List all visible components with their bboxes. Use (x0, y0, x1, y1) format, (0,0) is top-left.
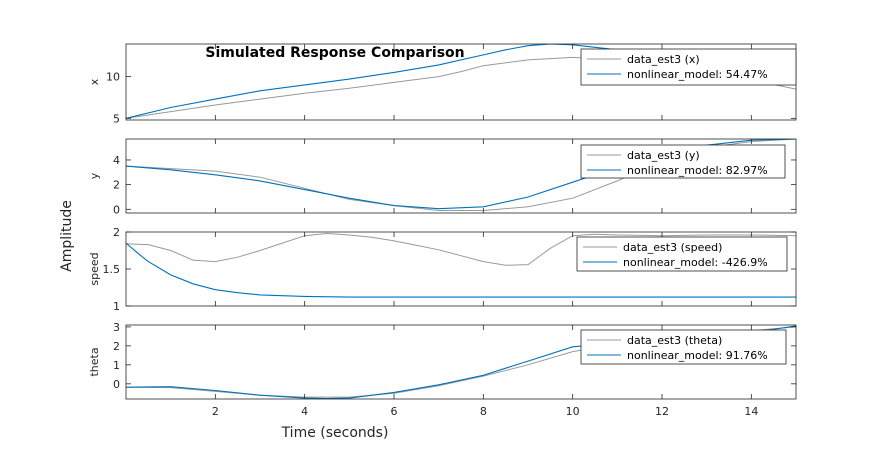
x-tick-label: 4 (301, 405, 308, 418)
model-line-speed (126, 242, 796, 298)
subplot-speed: 1 1.5 2 speed data_est3 (speed) nonlinear_mod… (88, 226, 797, 313)
y-tick-label: 4 (113, 154, 120, 167)
subplot-ylabel-speed: speed (88, 252, 101, 285)
subplot-ylabel-x: x (88, 78, 101, 85)
legend-speed: data_est3 (speed) nonlinear_model: -426.9… (576, 236, 788, 272)
y-tick-label: 3 (113, 321, 120, 334)
y-tick-label: 2 (113, 179, 120, 192)
x-tick-label: 6 (391, 405, 398, 418)
subplot-y: 0 2 4 y data_est3 (y) nonlinear_model: 82.97% (88, 138, 797, 216)
y-tick-label: 10 (106, 71, 120, 84)
y-tick-label: 1 (113, 300, 120, 313)
legend-entry: data_est3 (theta) (627, 334, 722, 347)
measured-line-speed (126, 232, 796, 266)
x-tick-label: 14 (744, 405, 758, 418)
subplot-ylabel-y: y (88, 172, 101, 179)
legend-box (576, 236, 788, 272)
y-tick-label: 2 (113, 340, 120, 353)
legend-entry: nonlinear_model: 54.47% (627, 68, 768, 81)
legend-y: data_est3 (y) nonlinear_model: 82.97% (580, 144, 786, 179)
subplot-ylabel-theta: theta (88, 347, 101, 376)
y-tick-label: 5 (113, 112, 120, 125)
y-axis-label: Amplitude (59, 200, 75, 272)
legend-x: data_est3 (x) nonlinear_model: 54.47% (580, 48, 797, 86)
x-axis-label: Time (seconds) (281, 425, 389, 441)
legend-entry: nonlinear_model: 91.76% (627, 349, 768, 362)
legend-entry: data_est3 (speed) (623, 241, 722, 254)
y-tick-label: 1.5 (103, 263, 121, 276)
x-tick-label: 8 (480, 405, 487, 418)
x-tick-label: 10 (566, 405, 580, 418)
x-tick-label: 2 (212, 405, 219, 418)
legend-entry: nonlinear_model: -426.9% (623, 256, 768, 269)
legend-box (580, 329, 787, 365)
subplot-x: 5 10 x data_est3 (x) nonlinear_model: 54.47% (88, 43, 797, 125)
y-tick-label: 0 (113, 203, 120, 216)
y-tick-label: 1 (113, 359, 120, 372)
legend-entry: data_est3 (x) (627, 53, 700, 66)
x-tick-label: 12 (655, 405, 669, 418)
axes-box (125, 138, 797, 214)
axes-box (125, 324, 797, 400)
chart-title: Simulated Response Comparison (205, 45, 464, 61)
legend-theta: data_est3 (theta) nonlinear_model: 91.76% (580, 329, 787, 365)
y-tick-label: 2 (113, 226, 120, 239)
y-tick-label: 0 (113, 378, 120, 391)
legend-entry: nonlinear_model: 82.97% (627, 164, 768, 177)
legend-entry: data_est3 (y) (627, 149, 700, 162)
legend-box (580, 144, 786, 179)
legend-box (580, 48, 797, 86)
